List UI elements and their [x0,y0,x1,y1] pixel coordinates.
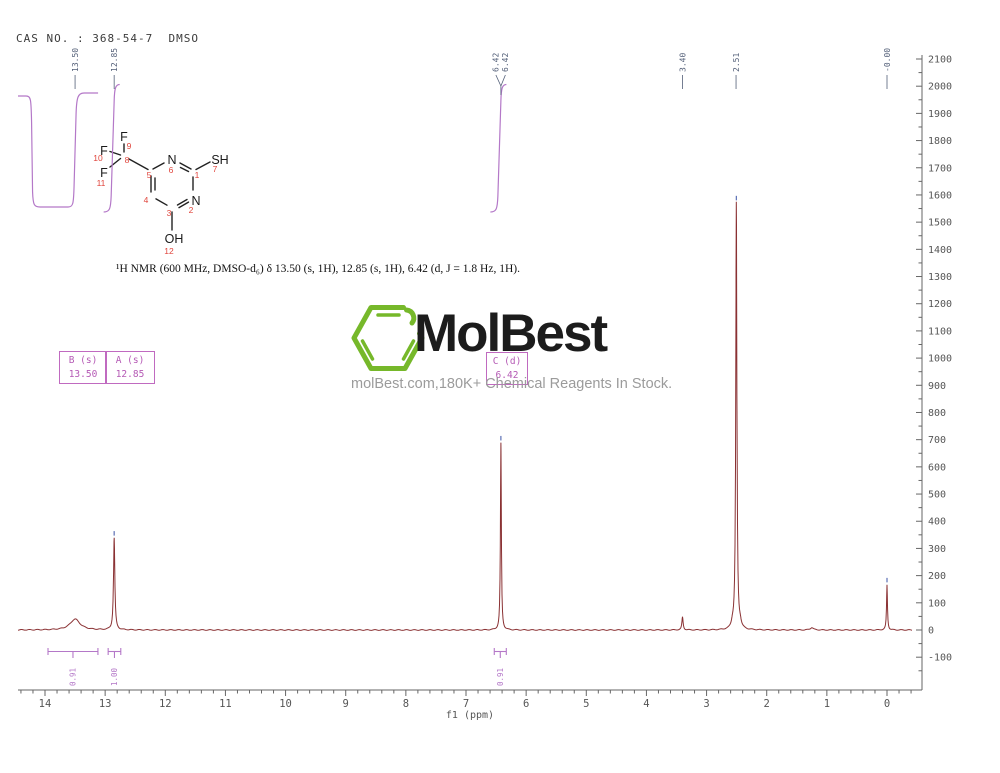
multiplet-box-c: C (d) 6.42 [486,352,528,385]
peak-shift-labels: 13.50 12.85 6.42 6.42 3.40 2.51 -0.00 [71,48,892,95]
y-tick-label: 1600 [928,190,952,201]
y-tick-label: 0 [928,626,934,637]
peak-shift-label: 2.51 [732,53,741,72]
y-tick-label: 1900 [928,109,952,120]
atom-label: F [100,144,108,158]
x-axis-title: f1 (ppm) [446,710,494,721]
atom-label: N [191,194,200,208]
bond-lines [109,143,211,231]
x-tick-label: 7 [463,698,469,710]
x-tick-label: 11 [219,698,232,710]
atom-number-label: 7 [213,164,218,174]
peak-label-connector [495,74,502,87]
x-tick-label: 1 [824,698,830,710]
integration-value: 0.91 [496,668,505,686]
spectrum-trace [17,195,913,631]
atom-label: F [120,130,128,144]
peak-shift-label: 6.42 [492,53,501,72]
atom-number-label: 8 [125,155,130,165]
x-tick-label: 8 [403,698,409,710]
multiplet-label: A (s) [115,355,145,366]
y-tick-label: 2000 [928,82,952,93]
y-tick-label: 200 [928,571,946,582]
integral-curve [18,92,99,208]
integration-brackets: 0.91 1.00 0.91 [47,648,507,686]
atom-number-label: 1 [195,170,200,180]
atom-label: OH [165,232,184,246]
atom-number-label: 4 [144,195,149,205]
y-tick-label: 2100 [928,54,952,65]
y-tick-label: -100 [928,653,952,664]
peak-label-connector [500,74,506,87]
integral-curve [103,83,120,213]
x-tick-label: 10 [279,698,292,710]
molbest-hexagon-icon [351,305,425,371]
nmr-citation: ¹H NMR (600 MHz, DMSO-d₆) δ 13.50 (s, 1H… [116,263,520,275]
atom-number-label: 9 [127,141,132,151]
peak-shift-label: 3.40 [678,53,687,72]
multiplet-shift: 6.42 [495,369,519,381]
atom-number-label: 2 [189,205,194,215]
multiplet-label: B (s) [68,355,98,366]
x-tick-label: 4 [643,698,649,710]
integration-value: 1.00 [110,667,119,686]
atom-label: SH [211,153,228,167]
y-tick-label: 600 [928,462,946,473]
x-tick-label: 3 [703,698,709,710]
y-tick-label: 800 [928,408,946,419]
y-tick-label: 700 [928,435,946,446]
atom-number-label: 6 [169,165,174,175]
atom-number-label: 12 [164,246,174,256]
y-tick-label: 1500 [928,218,952,229]
multiplet-shift: 13.50 [68,368,98,380]
x-tick-label: 12 [159,698,172,710]
y-tick-label: 100 [928,598,946,609]
atom-number-label: 5 [147,170,152,180]
y-tick-label: 1400 [928,245,952,256]
x-tick-label: 2 [764,698,770,710]
multiplet-shift: 12.85 [115,368,145,380]
multiplet-label: C (d) [492,356,522,367]
atom-number-label: 10 [93,153,103,163]
peak-shift-label: 6.42 [501,53,510,72]
x-tick-label: 0 [884,698,890,710]
integration-value: 0.91 [69,668,78,686]
x-tick-label: 14 [39,698,52,710]
multiplet-box-a: A (s) 12.85 [105,351,155,384]
peak-shift-label: -0.00 [883,48,892,72]
y-tick-label: 300 [928,544,946,555]
multiplet-box-b: B (s) 13.50 [59,351,107,384]
y-tick-label: 1300 [928,272,952,283]
y-tick-label: 1800 [928,136,952,147]
axes: 2100200019001800170016001500140013001200… [18,54,952,721]
atom-label: N [167,153,176,167]
y-tick-label: 1700 [928,163,952,174]
y-tick-label: 500 [928,490,946,501]
atom-number-label: 11 [97,178,106,188]
integral-curve [490,83,507,213]
atom-label: F [100,166,108,180]
x-tick-label: 5 [583,698,589,710]
y-tick-label: 400 [928,517,946,528]
atom-number-label: 3 [167,208,172,218]
integral-curves [18,83,507,213]
y-tick-label: 1100 [928,326,952,337]
x-tick-label: 6 [523,698,529,710]
y-tick-label: 1200 [928,299,952,310]
y-tick-label: 900 [928,381,946,392]
x-tick-label: 9 [343,698,349,710]
x-tick-label: 13 [99,698,112,710]
peak-shift-label: 12.85 [110,48,119,72]
cas-number-line: CAS NO. : 368-54-7 DMSO [16,32,199,45]
y-tick-label: 1000 [928,354,952,365]
peak-shift-label: 13.50 [71,48,80,72]
